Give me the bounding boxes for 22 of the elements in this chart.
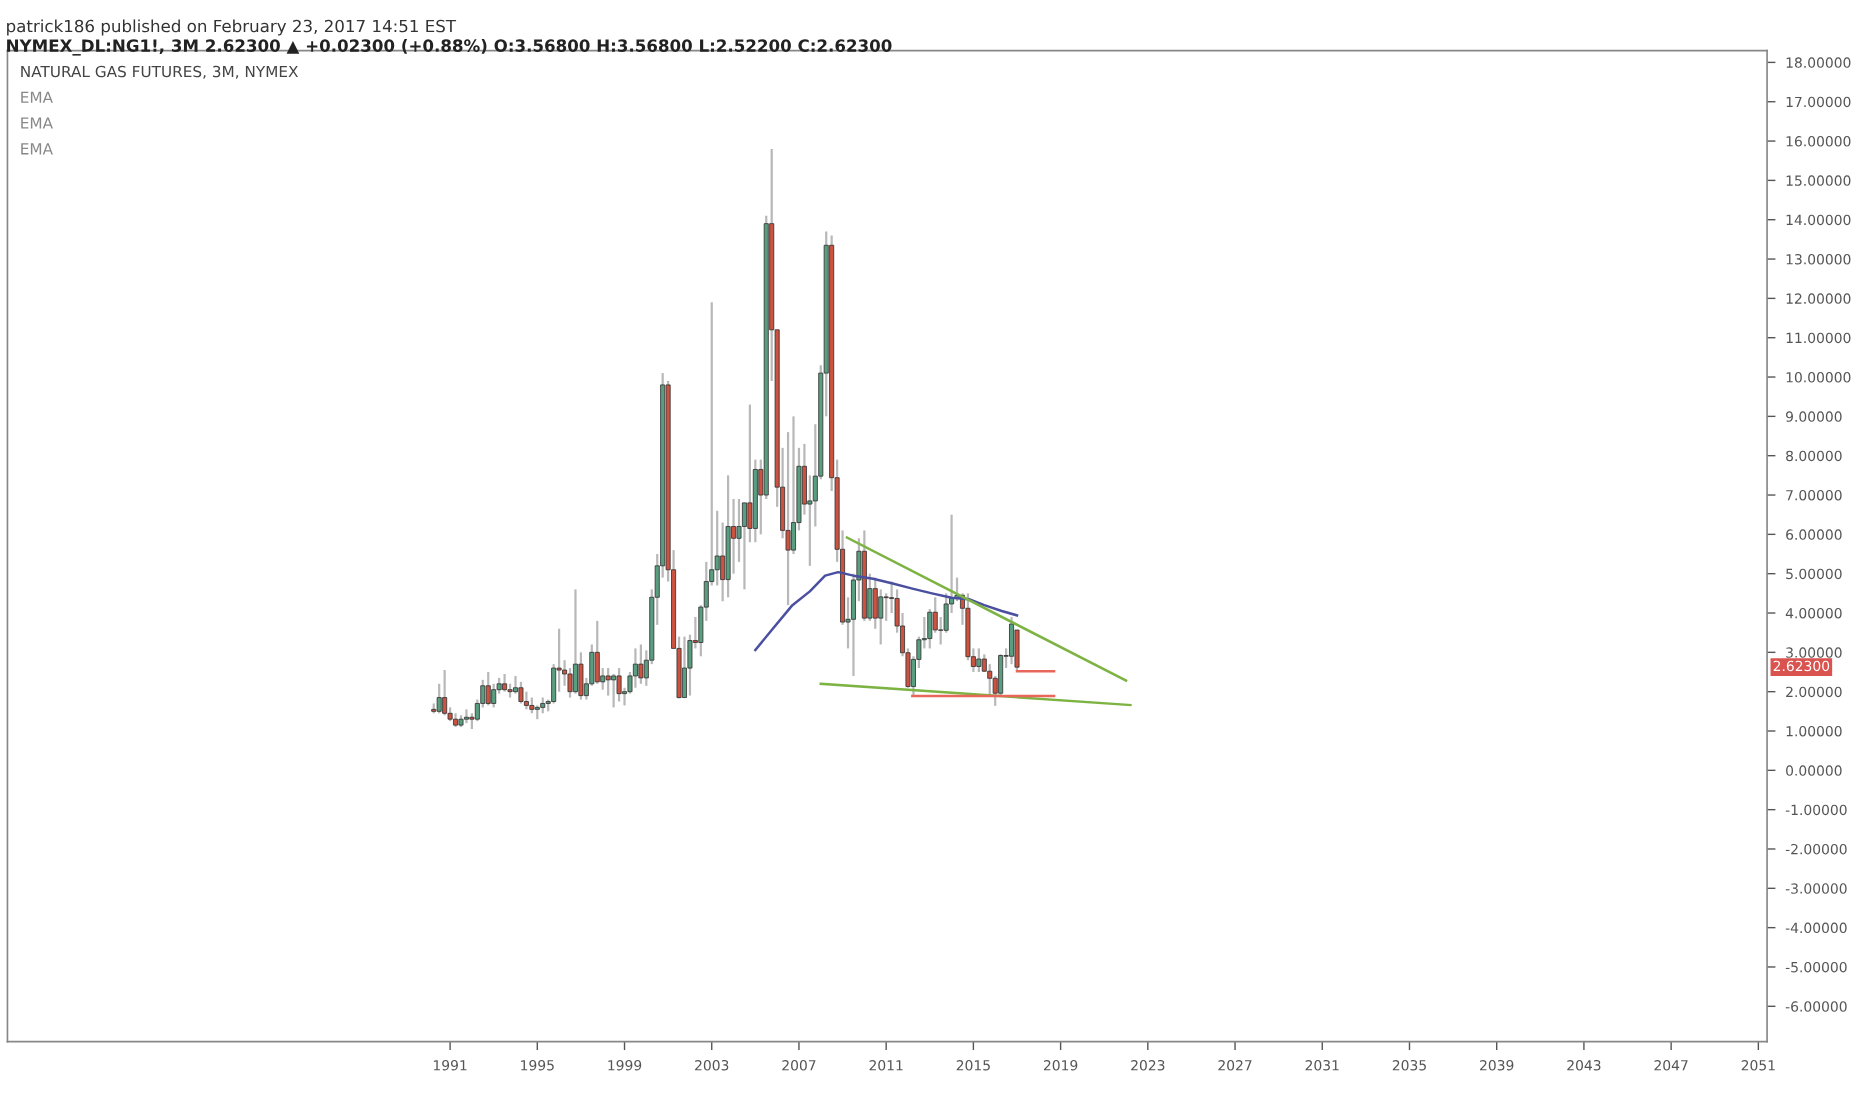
- annotation: NYMEX_DL:NG1!, 3M 2.62300 ▲ +0.02300 (+0.88%) O:3.56800 H:3.56800 L:2.52200 C:2.62300: [7, 39, 892, 56]
- candlestick: [463, 708, 469, 725]
- candlestick: [594, 619, 600, 685]
- candlestick: [681, 635, 687, 699]
- candlestick: [605, 666, 611, 697]
- candlestick: [485, 670, 491, 707]
- candlestick: [1009, 615, 1015, 666]
- candlestick: [491, 682, 497, 709]
- candlestick: [513, 674, 518, 695]
- candlestick: [638, 643, 644, 685]
- candlestick: [976, 647, 982, 674]
- candlestick: [632, 647, 638, 689]
- candlestick: [611, 672, 617, 709]
- candlestick: [523, 690, 529, 711]
- candlestick: [518, 680, 524, 705]
- candlestick: [442, 668, 448, 717]
- text: patrick186 published on February 23, 2017 14:51 EST: [7, 19, 457, 36]
- candlestick: [572, 588, 578, 695]
- candlestick: [878, 588, 884, 646]
- candlestick: [436, 682, 442, 715]
- candlestick: [616, 666, 622, 703]
- line-series: [754, 570, 1019, 652]
